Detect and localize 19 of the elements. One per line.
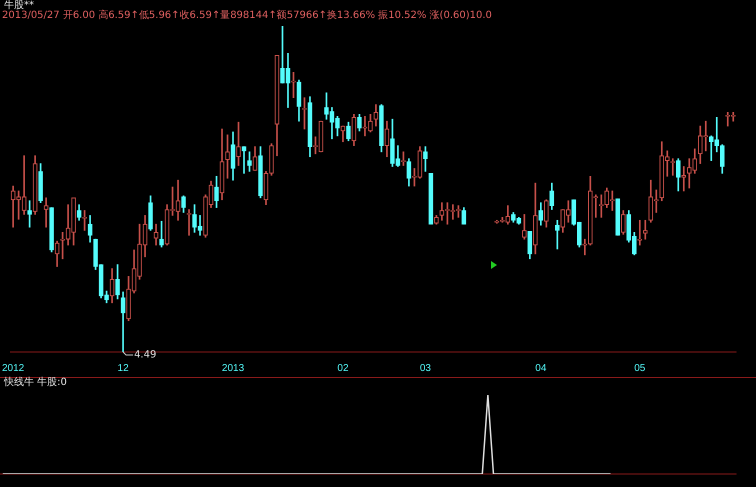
candlestick (225, 134, 230, 179)
chart-title: 快线牛 牛股:0 (4, 377, 67, 389)
candlestick (291, 72, 296, 98)
x-tick-label: 2013 (222, 362, 245, 374)
candlestick (186, 209, 192, 236)
candlestick (120, 292, 126, 352)
candlestick (242, 146, 246, 174)
candlestick (159, 220, 164, 248)
candlestick (302, 97, 307, 130)
annotation: 4.49 (134, 350, 156, 361)
chart-title: 牛股** (4, 0, 34, 11)
chart-subtitle: 2013/05/27 开6.00 高6.59↑低5.96↑收6.59↑量898144↑额57966↑换13.66% 振10.52% 涨(0.60)10.0 (2, 10, 492, 21)
x-tick-label: 05 (634, 362, 646, 374)
x-tick-label: 02 (337, 362, 349, 374)
x-tick-label: 04 (535, 362, 547, 374)
x-tick-label: 03 (420, 362, 432, 374)
x-tick-label: 12 (118, 362, 130, 374)
x-tick-label: 2012 (2, 362, 25, 374)
candlestick (236, 122, 241, 166)
